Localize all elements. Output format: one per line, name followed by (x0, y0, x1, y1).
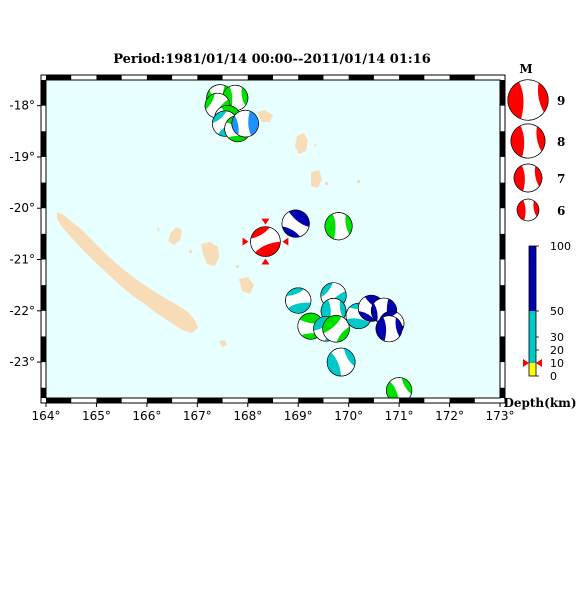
latitude-tick-label: -20° (9, 201, 35, 215)
selected-event-marker (261, 218, 270, 225)
depth-legend-tick-label: 0 (550, 370, 557, 383)
longitude-tick-label: 170° (334, 409, 363, 423)
longitude-tick-label: 171° (385, 409, 414, 423)
depth-color-segment (529, 246, 536, 311)
event-beachball (250, 226, 281, 257)
longitude-tick-labels: 164° 165° 166° 167° 168° 169° 170° 171° 172° 173° (32, 409, 515, 423)
tanna-island (311, 170, 322, 188)
earthquake-beachballs (204, 84, 413, 398)
magnitude-legend: M 9 8 7 6 (507, 62, 565, 222)
latitude-tick-label: -23° (9, 355, 35, 369)
longitude-tick-label: 167° (183, 409, 212, 423)
new-caledonia-island (57, 212, 198, 333)
magnitude-legend-title: M (519, 62, 532, 76)
event-beachball (231, 109, 259, 138)
event-beachball (326, 347, 356, 377)
event-beachball (375, 315, 403, 343)
magnitude-legend-beachball (516, 198, 540, 222)
walpole-island (239, 277, 254, 294)
longitude-tick-label: 164° (32, 409, 61, 423)
event-beachball (285, 287, 312, 314)
event-beachball (281, 209, 310, 238)
depth-marker (523, 359, 529, 367)
magnitude-legend-label: 6 (557, 204, 565, 218)
matthew-islet (314, 143, 317, 147)
selected-event-marker (282, 237, 289, 246)
longitude-tick-label: 169° (284, 409, 313, 423)
selected-event-markers (242, 218, 289, 265)
event-beachball (322, 315, 350, 343)
depth-legend-tick-label: 20 (550, 344, 564, 357)
depth-legend-title: Depth(km) (503, 396, 576, 410)
lifou-island (168, 227, 182, 245)
longitude-tick-label: 166° (132, 409, 161, 423)
selected-event-marker (242, 237, 249, 246)
depth-color-segment (529, 363, 536, 376)
latitude-tick-label: -21° (9, 253, 35, 267)
aneityum-island (325, 182, 328, 185)
longitude-tick-label: 173° (486, 409, 515, 423)
isle-of-pines (219, 340, 227, 347)
event-beachball (386, 377, 413, 398)
magnitude-legend-label: 9 (557, 94, 565, 108)
map-title: Period:1981/01/14 00:00--2011/01/14 01:1… (113, 52, 431, 67)
map-frame (37, 74, 506, 407)
mare-island (201, 242, 219, 266)
magnitude-legend-label: 8 (557, 135, 565, 149)
depth-color-segment (529, 311, 536, 363)
futuna-islet (357, 180, 360, 183)
ouvea-atoll (157, 227, 160, 232)
latitude-tick-label: -18° (9, 99, 35, 113)
hunter-islet (236, 265, 239, 268)
magnitude-legend-beachball (507, 79, 549, 121)
magnitude-legend-beachball (513, 163, 543, 193)
event-beachball (324, 212, 353, 241)
longitude-tick-label: 172° (435, 409, 464, 423)
erromango-island (295, 133, 308, 154)
selected-event-marker (261, 258, 270, 265)
land-masses (57, 110, 360, 347)
depth-legend-tick-label: 30 (550, 331, 564, 344)
depth-legend-tick-label: 50 (550, 305, 564, 318)
magnitude-legend-beachball (510, 123, 546, 159)
depth-marker (536, 359, 542, 367)
efate-island (257, 110, 273, 122)
depth-legend-tick-label: 100 (550, 240, 571, 253)
tiga-island (189, 250, 192, 253)
depth-legend-tick-label: 10 (550, 357, 564, 370)
magnitude-legend-label: 7 (557, 172, 565, 186)
latitude-tick-label: -19° (9, 150, 35, 164)
longitude-tick-label: 165° (82, 409, 111, 423)
longitude-tick-label: 168° (233, 409, 262, 423)
latitude-tick-label: -22° (9, 304, 35, 318)
latitude-tick-labels: -18° -19° -20° -21° -22° -23° (9, 99, 35, 369)
